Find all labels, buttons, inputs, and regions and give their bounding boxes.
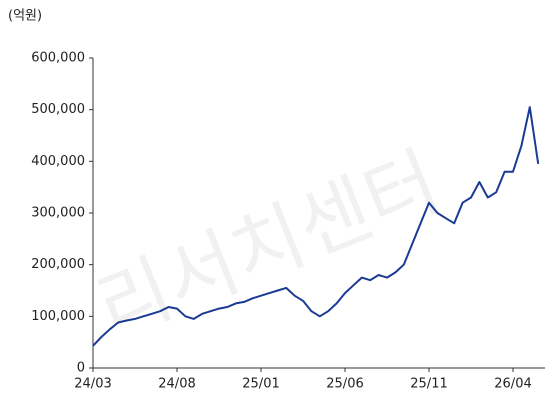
y-tick-label: 200,000 xyxy=(31,257,85,272)
y-tick-label: 300,000 xyxy=(31,206,85,221)
x-tick-label: 24/08 xyxy=(158,377,195,392)
unit-label: (억원) xyxy=(8,9,42,24)
y-tick-label: 100,000 xyxy=(31,309,85,324)
x-tick-label: 24/03 xyxy=(74,377,111,392)
x-tick-label: 26/04 xyxy=(494,377,531,392)
y-tick-label: 400,000 xyxy=(31,154,85,169)
y-tick-label: 0 xyxy=(77,361,85,376)
watermark: 리서치센터 xyxy=(85,137,451,355)
x-tick-label: 25/06 xyxy=(326,377,363,392)
y-tick-label: 600,000 xyxy=(31,51,85,66)
x-tick-label: 25/01 xyxy=(242,377,279,392)
x-tick-label: 25/11 xyxy=(410,377,447,392)
y-tick-label: 500,000 xyxy=(31,102,85,117)
line-series xyxy=(92,106,540,347)
